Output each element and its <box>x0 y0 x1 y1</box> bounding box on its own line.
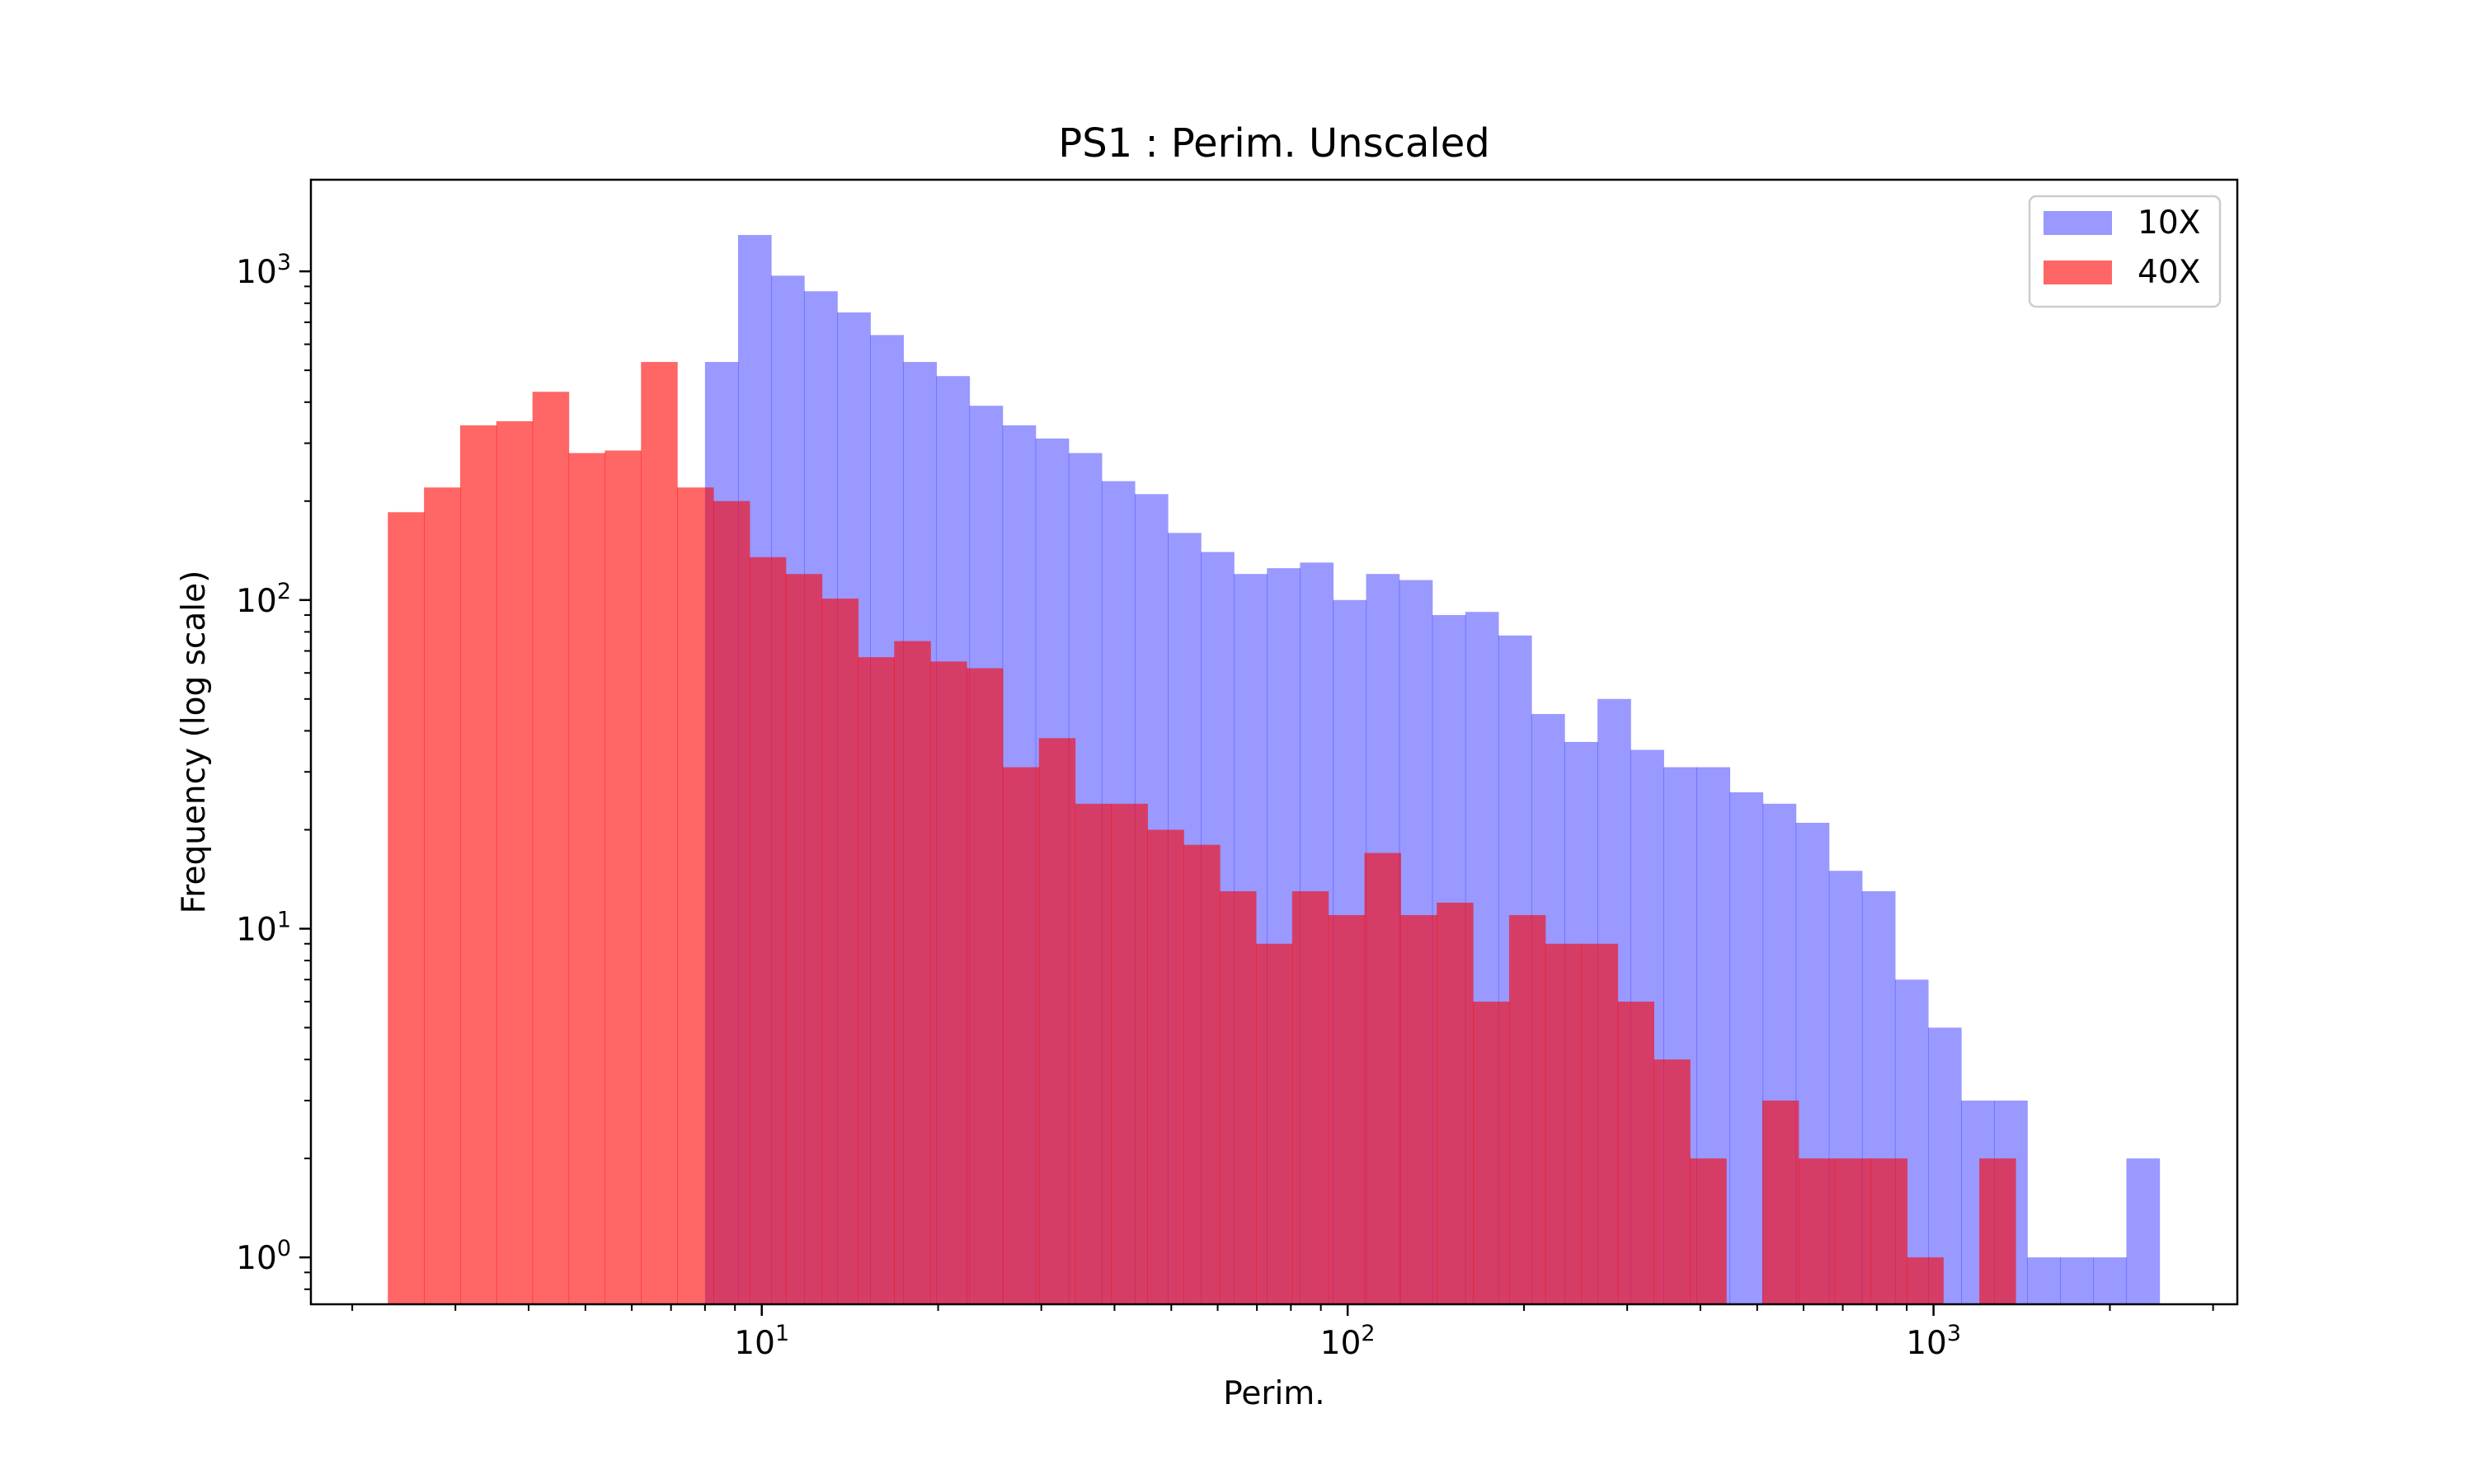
bar-40x <box>858 657 895 1304</box>
plot-frame <box>309 178 2239 1306</box>
bar-40x <box>1183 844 1221 1304</box>
bar-40x <box>677 487 714 1304</box>
bar-40x <box>1798 1158 1836 1304</box>
bar-40x <box>1761 1100 1799 1304</box>
bar-40x <box>1870 1158 1908 1304</box>
y-tick-label: 101 <box>236 907 291 948</box>
bar-40x <box>1220 891 1257 1304</box>
bar-40x <box>1690 1158 1727 1304</box>
bar-10x <box>2093 1257 2128 1304</box>
y-tick-label: 102 <box>236 579 291 620</box>
bar-40x <box>1653 1059 1691 1304</box>
bar-40x <box>1002 767 1040 1304</box>
bar-40x <box>1400 914 1437 1304</box>
y-tick-label: 103 <box>236 250 291 291</box>
bar-40x <box>1328 914 1366 1304</box>
bar-40x <box>424 487 461 1304</box>
bar-10x <box>2027 1257 2061 1304</box>
legend: 10X 40X <box>2028 195 2222 308</box>
bar-40x <box>1147 829 1184 1304</box>
bar-40x <box>459 425 497 1305</box>
series-40x-bars <box>388 362 2016 1305</box>
bar-10x <box>1729 792 1764 1304</box>
bar-40x <box>713 500 750 1304</box>
bar-40x <box>1111 803 1148 1304</box>
bar-40x <box>1508 914 1546 1304</box>
bar-40x <box>496 420 534 1304</box>
bar-40x <box>604 450 642 1305</box>
bar-40x <box>1038 738 1076 1304</box>
bar-40x <box>930 661 967 1304</box>
y-tick-label: 100 <box>236 1236 291 1277</box>
x-axis-label: Perim. <box>1223 1375 1324 1412</box>
bar-40x <box>1545 943 1583 1304</box>
bar-40x <box>1291 891 1329 1304</box>
x-tick-label: 103 <box>1906 1321 1961 1362</box>
bar-10x <box>2060 1257 2094 1304</box>
bar-40x <box>1255 943 1293 1304</box>
bar-40x <box>1907 1257 1944 1304</box>
bar-40x <box>967 668 1004 1304</box>
y-axis-ticks: 100 101 102 103 <box>236 250 311 1290</box>
bar-40x <box>785 574 823 1304</box>
bar-40x <box>641 362 678 1304</box>
legend-label-40x: 40X <box>2138 254 2200 291</box>
bar-40x <box>532 392 570 1304</box>
bar-40x <box>1473 1001 1510 1304</box>
bar-40x <box>749 556 787 1304</box>
legend-label-10x: 10X <box>2138 204 2200 242</box>
legend-swatch-10x <box>2044 211 2112 235</box>
x-tick-label: 101 <box>734 1321 789 1362</box>
bar-40x <box>388 512 425 1304</box>
y-axis-label: Frequency (log scale) <box>176 571 213 914</box>
bar-40x <box>1979 1158 2016 1304</box>
chart-title: PS1 : Perim. Unscaled <box>1058 120 1489 167</box>
bar-40x <box>568 453 606 1304</box>
legend-swatch-40x <box>2044 261 2112 284</box>
bar-40x <box>1364 852 1401 1304</box>
bar-40x <box>1075 803 1112 1304</box>
bar-10x <box>2126 1158 2161 1304</box>
bar-40x <box>821 599 859 1304</box>
bar-40x <box>1834 1158 1872 1304</box>
bar-40x <box>1581 943 1619 1304</box>
bar-40x <box>894 641 931 1304</box>
bar-40x <box>1617 1001 1654 1304</box>
x-tick-label: 102 <box>1320 1321 1376 1362</box>
bar-40x <box>1437 902 1474 1304</box>
x-axis-ticks: 101 102 103 <box>351 1304 2214 1362</box>
